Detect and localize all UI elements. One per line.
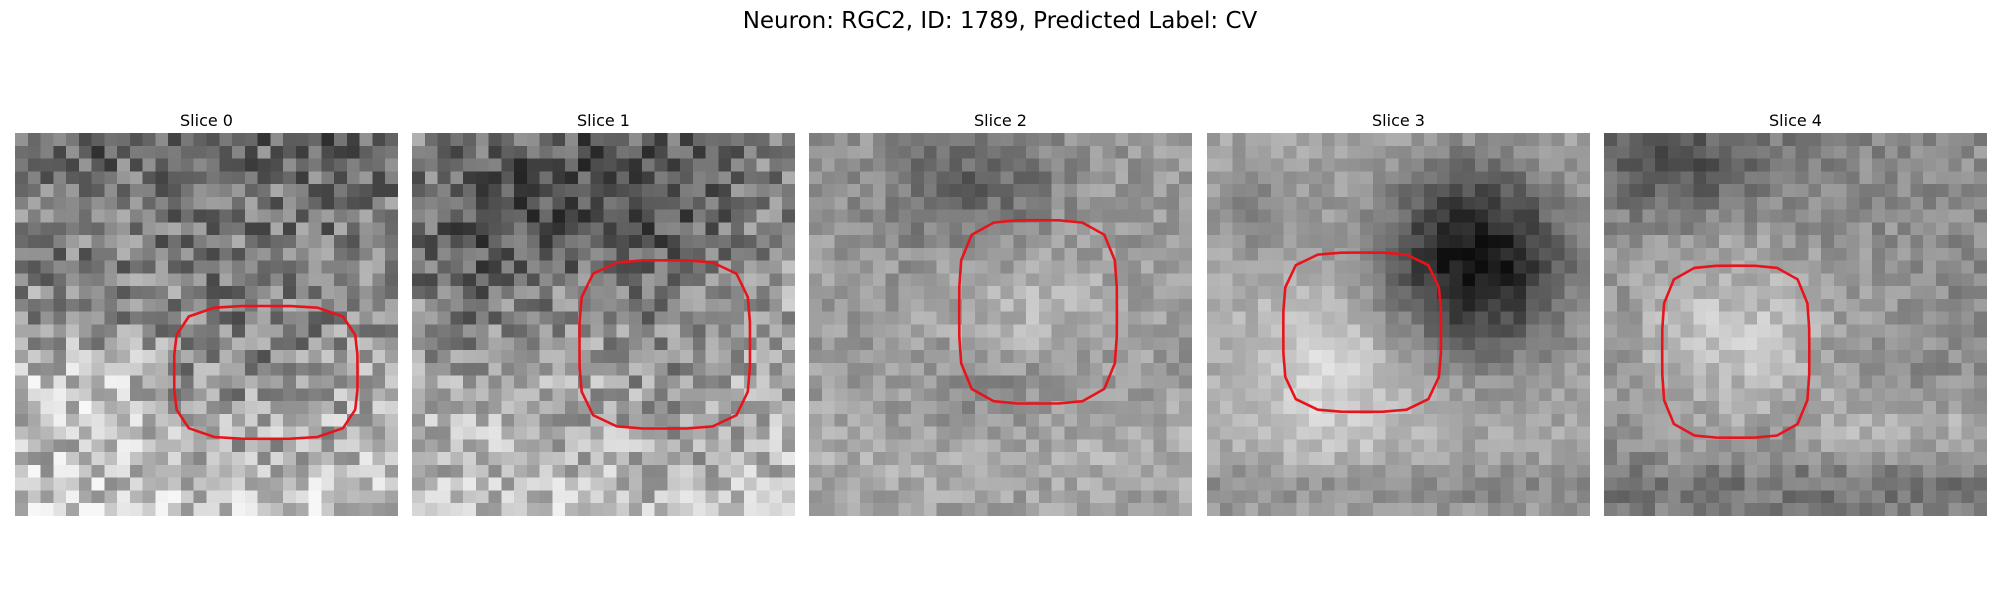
slice-image-1 [412, 133, 795, 516]
roi-contour-3 [1281, 251, 1443, 414]
slice-title-2: Slice 2 [974, 111, 1027, 130]
slice-image-0 [15, 133, 398, 516]
slice-panel-0: Slice 0 [15, 110, 398, 516]
slice-title-3: Slice 3 [1372, 111, 1425, 130]
slice-title-0: Slice 0 [180, 111, 233, 130]
figure-title: Neuron: RGC2, ID: 1789, Predicted Label:… [742, 8, 1258, 34]
roi-contour-1 [578, 258, 752, 430]
slice-title-1: Slice 1 [577, 111, 630, 130]
slice-image-2 [809, 133, 1192, 516]
slice-title-4: Slice 4 [1769, 111, 1822, 130]
roi-contour-0 [172, 304, 359, 441]
slice-panel-4: Slice 4 [1604, 110, 1987, 516]
slice-image-3 [1207, 133, 1590, 516]
slice-panel-3: Slice 3 [1207, 110, 1590, 516]
slice-panel-1: Slice 1 [412, 110, 795, 516]
roi-contour-4 [1660, 264, 1811, 440]
roi-contour-2 [957, 218, 1119, 405]
slice-image-4 [1604, 133, 1987, 516]
slice-panel-2: Slice 2 [809, 110, 1192, 516]
